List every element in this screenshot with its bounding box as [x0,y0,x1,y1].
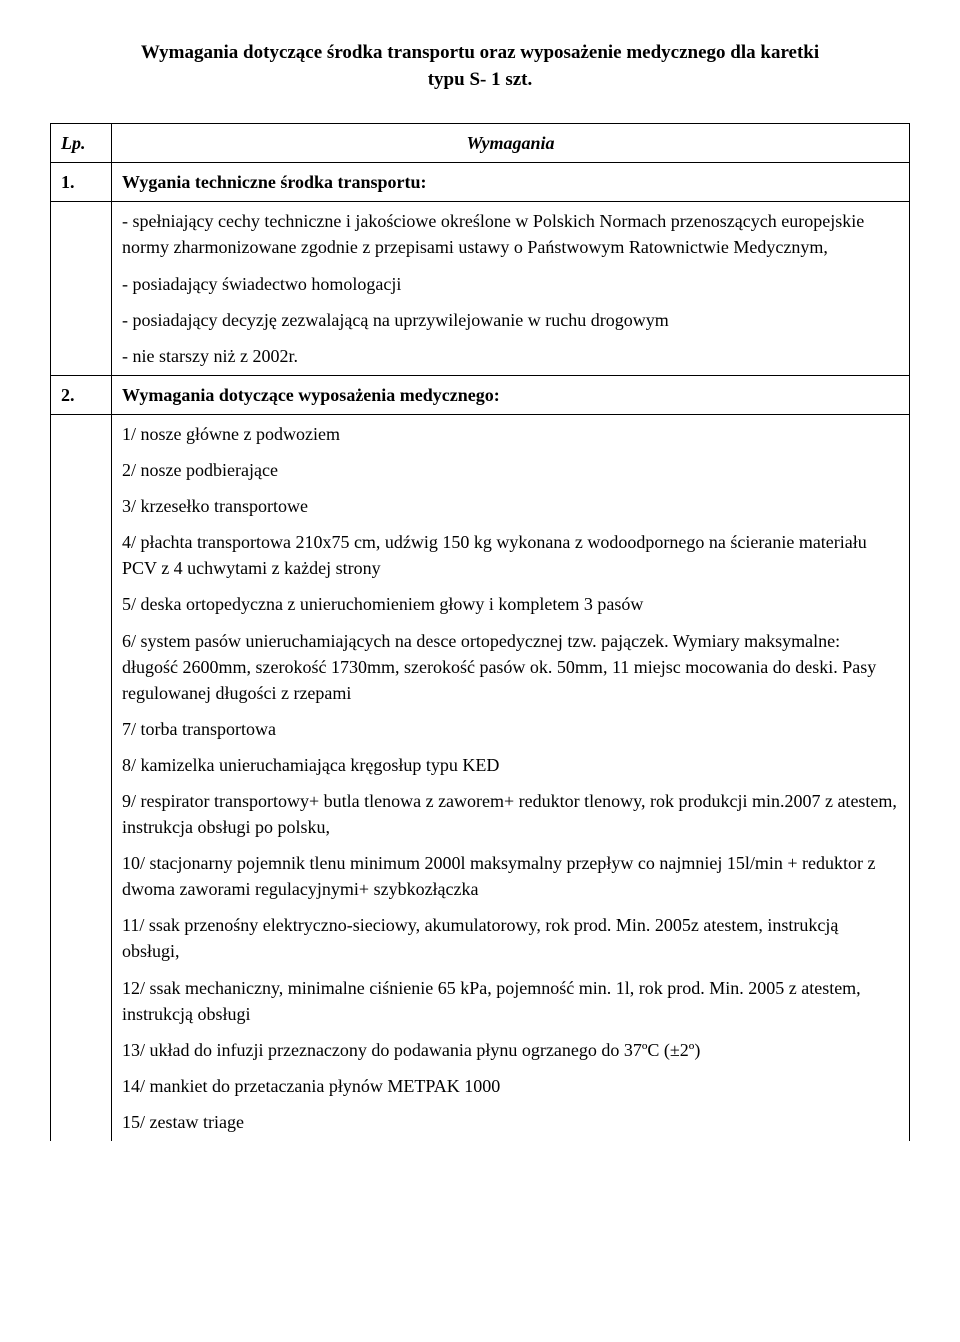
table-row: 1. Wygania techniczne środka transportu: [51,163,910,202]
section-heading: Wymagania dotyczące wyposażenia medyczne… [122,385,500,405]
table-header-row: Lp. Wymagania [51,124,910,163]
list-item: 8/ kamizelka unieruchamiająca kręgosłup … [122,752,899,778]
header-wymagania: Wymagania [112,124,910,163]
list-item: 15/ zestaw triage [122,1109,899,1135]
list-item: 7/ torba transportowa [122,716,899,742]
row-content: - spełniający cechy techniczne i jakości… [112,202,910,375]
table-row: 2. Wymagania dotyczące wyposażenia medyc… [51,375,910,414]
list-item: 12/ ssak mechaniczny, minimalne ciśnieni… [122,975,899,1027]
document-title: Wymagania dotyczące środka transportu or… [50,40,910,93]
row-heading-cell: Wygania techniczne środka transportu: [112,163,910,202]
list-item: - nie starszy niż z 2002r. [122,343,899,369]
row-number: 1. [51,163,112,202]
requirements-table: Lp. Wymagania 1. Wygania techniczne środ… [50,123,910,1141]
row-number-empty [51,414,112,1141]
list-item: 6/ system pasów unieruchamiających na de… [122,628,899,706]
row-number: 2. [51,375,112,414]
table-row: - spełniający cechy techniczne i jakości… [51,202,910,375]
list-item: 4/ płachta transportowa 210x75 cm, udźwi… [122,529,899,581]
list-item: 10/ stacjonarny pojemnik tlenu minimum 2… [122,850,899,902]
list-item: 9/ respirator transportowy+ butla tlenow… [122,788,899,840]
list-item: 5/ deska ortopedyczna z unieruchomieniem… [122,591,899,617]
row-content: 1/ nosze główne z podwoziem 2/ nosze pod… [112,414,910,1141]
row-number-empty [51,202,112,375]
header-lp: Lp. [51,124,112,163]
row-heading-cell: Wymagania dotyczące wyposażenia medyczne… [112,375,910,414]
list-item: 3/ krzesełko transportowe [122,493,899,519]
section-heading: Wygania techniczne środka transportu: [122,172,427,192]
list-item: - posiadający decyzję zezwalającą na upr… [122,307,899,333]
list-item: 13/ układ do infuzji przeznaczony do pod… [122,1037,899,1063]
list-item: 14/ mankiet do przetaczania płynów METPA… [122,1073,899,1099]
table-row: 1/ nosze główne z podwoziem 2/ nosze pod… [51,414,910,1141]
list-item: 2/ nosze podbierające [122,457,899,483]
list-item: 1/ nosze główne z podwoziem [122,421,899,447]
title-line-1: Wymagania dotyczące środka transportu or… [141,42,819,63]
title-line-2: typu S- 1 szt. [428,69,533,90]
list-item: - posiadający świadectwo homologacji [122,271,899,297]
list-item: - spełniający cechy techniczne i jakości… [122,208,899,260]
list-item: 11/ ssak przenośny elektryczno-sieciowy,… [122,912,899,964]
